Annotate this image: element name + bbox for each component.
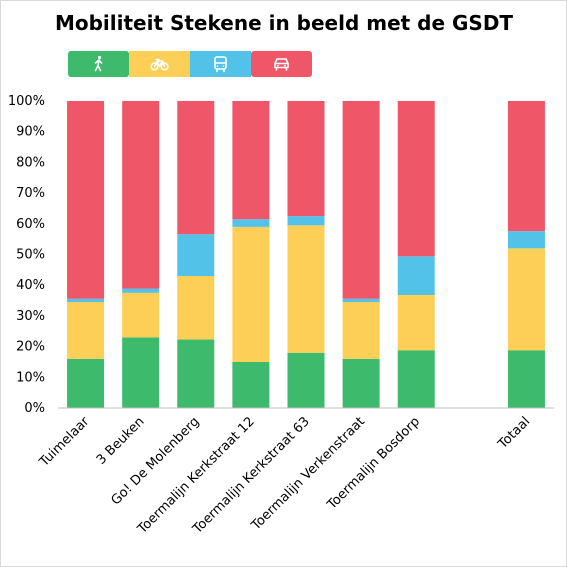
- bar-segment-bus-toermalijn-verkenstraat: [342, 298, 380, 303]
- walking-icon: [94, 55, 103, 72]
- bar-segment-bicycle-toermalijn-bosdorp: [397, 295, 435, 351]
- bar-segment-bus-go-de-molenberg: [177, 234, 215, 276]
- x-category-label: Totaal: [495, 414, 533, 452]
- y-tick-label: 80%: [16, 155, 45, 170]
- legend: [68, 51, 312, 77]
- legend-item-bus: [190, 51, 251, 77]
- y-tick-label: 20%: [16, 340, 45, 355]
- bar-segment-car-toermalijn-kerkstraat-12: [232, 101, 270, 220]
- bar-segment-car-tuimelaar: [67, 101, 105, 299]
- y-tick-label: 10%: [16, 370, 45, 385]
- y-tick-label: 70%: [16, 186, 45, 201]
- bus-icon: [214, 56, 227, 73]
- bar-segment-bicycle-3-beuken: [122, 292, 160, 338]
- legend-item-bicycle: [129, 51, 190, 77]
- bar-segment-bus-toermalijn-kerkstraat-63: [287, 216, 325, 226]
- bar-segment-bicycle-toermalijn-kerkstraat-12: [232, 226, 270, 362]
- y-axis-ticks: 0% 10% 20% 30% 40% 50% 60% 70% 80% 90% 100%: [8, 94, 45, 416]
- bar-segment-car-toermalijn-kerkstraat-63: [287, 101, 325, 217]
- bar-segment-car-toermalijn-bosdorp: [397, 101, 435, 257]
- y-tick-label: 40%: [16, 278, 45, 293]
- bar-segment-car-go-de-molenberg: [177, 101, 215, 235]
- y-tick-label: 30%: [16, 309, 45, 324]
- legend-swatch: [190, 51, 251, 77]
- bar-segment-bus-3-beuken: [122, 288, 160, 293]
- chart-title: Mobiliteit Stekene in beeld met de GSDT: [55, 11, 513, 35]
- legend-item-walking: [68, 51, 129, 77]
- bar-segment-bicycle-toermalijn-verkenstraat: [342, 302, 380, 359]
- bar-segment-walking-3-beuken: [122, 337, 160, 408]
- bicycle-icon: [150, 58, 169, 71]
- bar-segment-walking-toermalijn-kerkstraat-12: [232, 361, 270, 408]
- bar-segment-walking-toermalijn-kerkstraat-63: [287, 352, 325, 408]
- bar-segment-bicycle-tuimelaar: [67, 302, 105, 359]
- bar-segment-walking-go-de-molenberg: [177, 339, 215, 408]
- bar-segment-car-totaal: [507, 101, 545, 232]
- bar-segment-walking-toermalijn-verkenstraat: [342, 358, 380, 408]
- bar-segment-walking-toermalijn-bosdorp: [397, 350, 435, 408]
- y-tick-label: 0%: [24, 401, 45, 416]
- x-category-label: Toermalijn Verkenstraat: [248, 414, 368, 534]
- y-tick-label: 60%: [16, 217, 45, 232]
- bar-segment-bus-totaal: [507, 231, 545, 249]
- x-category-label: 3 Beuken: [94, 414, 148, 468]
- legend-swatch: [129, 51, 190, 77]
- bar-segment-walking-totaal: [507, 350, 545, 408]
- bar-segment-bicycle-go-de-molenberg: [177, 275, 215, 340]
- y-tick-label: 50%: [16, 248, 45, 263]
- bars: [67, 101, 545, 408]
- bar-segment-walking-tuimelaar: [67, 358, 105, 408]
- bar-segment-bus-tuimelaar: [67, 298, 105, 303]
- y-tick-label: 90%: [16, 125, 45, 140]
- bar-segment-bus-toermalijn-kerkstraat-12: [232, 219, 270, 227]
- y-tick-label: 100%: [8, 94, 45, 109]
- legend-item-car: [251, 51, 312, 77]
- car-icon: [274, 58, 289, 71]
- x-category-label: Tuimelaar: [36, 414, 93, 471]
- bar-segment-car-3-beuken: [122, 101, 160, 289]
- bar-segment-car-toermalijn-verkenstraat: [342, 101, 380, 299]
- bar-segment-bicycle-toermalijn-kerkstraat-63: [287, 225, 325, 353]
- x-category-label: Toermalijn Bosdorp: [324, 414, 423, 513]
- bar-segment-bus-toermalijn-bosdorp: [397, 256, 435, 296]
- bar-segment-bicycle-totaal: [507, 248, 545, 351]
